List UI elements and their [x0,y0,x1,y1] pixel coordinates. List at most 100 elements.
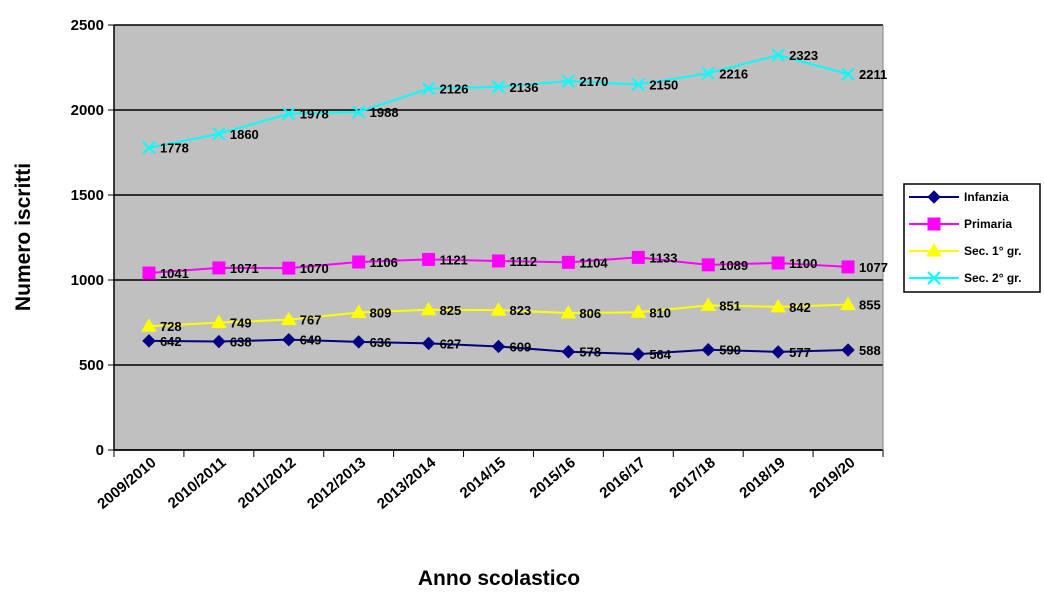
data-point-primaria [422,252,436,266]
data-label-primaria: 1100 [789,256,817,271]
legend-box [903,183,1041,293]
data-point-sec-1-gr [210,314,227,329]
data-point-sec-1-gr [630,304,647,318]
data-label-infanzia: 642 [160,334,182,349]
data-label-sec-2-gr: 1860 [230,127,259,142]
data-point-sec-2-gr [561,74,576,88]
data-point-sec-2-gr [212,127,226,141]
y-tick-label: 1500 [71,187,104,204]
data-point-sec-2-gr [421,81,436,96]
legend-marker-primaria [927,217,941,231]
y-tick-label: 1000 [71,272,104,289]
y-axis-title: Numero iscritti [12,163,35,311]
x-axis-title: Anno scolastico [418,567,580,590]
legend: Infanzia Primaria Sec. 1° gr. Sec. 2° gr. [903,183,1041,293]
data-point-primaria [212,261,226,275]
data-point-infanzia [771,345,785,359]
data-point-infanzia [351,335,366,349]
data-label-sec-2-gr: 2126 [440,82,469,97]
data-point-primaria [282,261,296,275]
data-point-sec-1-gr [280,311,297,326]
data-point-sec-2-gr [351,105,366,119]
data-label-infanzia: 636 [370,335,392,350]
data-label-sec-1-gr: 749 [230,316,252,331]
data-label-infanzia: 588 [859,343,881,358]
data-label-sec-2-gr: 2170 [579,74,608,89]
data-label-sec-1-gr: 851 [719,298,741,313]
data-point-sec-2-gr [701,66,715,80]
data-label-sec-1-gr: 842 [789,300,811,315]
data-label-primaria: 1106 [370,255,398,270]
y-tick-label: 2000 [71,102,104,119]
data-point-sec-2-gr [282,107,296,121]
x-tick-label: 2017/18 [666,454,718,502]
data-point-primaria [561,255,575,269]
data-label-primaria: 1104 [579,255,608,270]
data-point-sec-1-gr [840,296,856,311]
data-point-infanzia [282,332,296,347]
legend-marker-sec-2-gr [927,271,941,285]
data-label-sec-2-gr: 1978 [300,107,329,122]
data-point-infanzia [491,339,506,354]
data-label-sec-1-gr: 810 [649,305,671,320]
data-point-infanzia [841,343,855,357]
data-label-sec-2-gr: 1778 [160,141,189,156]
data-point-infanzia [561,345,576,359]
data-point-sec-2-gr [142,141,156,155]
data-point-infanzia [212,334,226,349]
x-tick-label: 2010/2011 [165,454,230,512]
data-label-primaria: 1089 [719,258,748,273]
data-point-infanzia [421,336,436,351]
data-point-primaria [771,256,785,270]
legend-label-sec-2-gr: Sec. 2° gr. [964,271,1022,285]
data-label-sec-1-gr: 728 [160,319,182,334]
legend-label-infanzia: Infanzia [964,190,1009,204]
series-layer [141,48,856,361]
data-point-sec-1-gr [420,301,437,316]
data-point-primaria [631,250,645,264]
data-label-sec-2-gr: 2136 [510,80,539,95]
x-tick-label: 2014/15 [457,454,509,502]
data-point-primaria [492,254,505,268]
data-label-infanzia: 638 [230,335,252,350]
y-tick-label: 500 [79,357,104,374]
data-label-sec-2-gr: 1988 [370,105,399,120]
data-label-sec-2-gr: 2211 [859,67,887,82]
legend-marker-infanzia [927,190,941,204]
data-label-sec-1-gr: 825 [440,303,462,318]
x-tick-label: 2015/16 [527,454,579,502]
data-labels: 642 638 649 636 627 609 578 564 590 577 588 1041 107… [160,48,888,362]
data-point-sec-2-gr [631,77,646,92]
data-point-sec-2-gr [771,48,785,62]
data-label-primaria: 1121 [440,252,468,267]
data-label-infanzia: 578 [579,345,601,360]
data-label-sec-2-gr: 2216 [719,66,748,81]
data-point-sec-1-gr [700,297,717,311]
data-point-sec-1-gr [350,304,367,318]
data-label-infanzia: 577 [789,345,811,360]
data-label-infanzia: 627 [440,336,462,351]
x-tick-label: 2012/2013 [304,454,369,513]
x-tick-label: 2018/19 [736,454,788,502]
legend-label-sec-1-gr: Sec. 1° gr. [964,244,1022,258]
data-label-sec-1-gr: 767 [300,313,322,328]
data-point-primaria [701,258,715,272]
x-tick-label: 2019/20 [806,454,858,502]
x-tick-label: 2016/17 [596,454,648,502]
plot-area [114,25,883,450]
data-point-sec-1-gr [490,302,507,316]
data-label-primaria: 1077 [859,260,888,275]
data-point-sec-1-gr [560,304,577,319]
data-label-primaria: 1041 [160,266,189,281]
data-point-primaria [841,260,855,274]
data-label-sec-1-gr: 809 [370,305,392,320]
data-point-primaria [352,255,366,269]
x-tick-label: 2013/2014 [374,454,440,513]
data-label-infanzia: 649 [300,333,322,348]
data-point-sec-2-gr [841,67,855,81]
data-label-sec-1-gr: 855 [859,298,881,313]
data-label-infanzia: 564 [649,347,671,362]
legend-label-primaria: Primaria [964,217,1012,231]
